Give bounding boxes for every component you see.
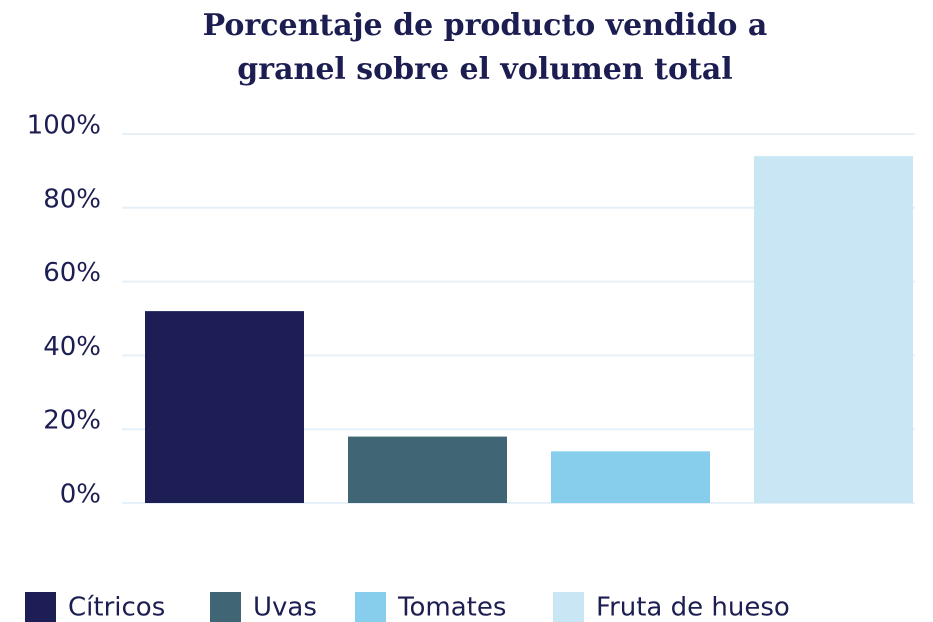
bar (754, 156, 913, 503)
bar (551, 451, 710, 503)
legend-swatch (210, 592, 241, 622)
chart-title: Porcentaje de producto vendido a granel … (202, 8, 768, 87)
y-tick-label: 20% (43, 406, 101, 436)
bar (348, 436, 507, 503)
legend-swatch (25, 592, 56, 622)
legend-label: Tomates (397, 593, 506, 622)
legend-label: Fruta de hueso (596, 593, 790, 622)
legend-swatch (553, 592, 584, 622)
legend-label: Cítricos (68, 593, 165, 622)
legend-swatch (355, 592, 386, 622)
legend-label: Uvas (253, 593, 317, 622)
y-tick-label: 0% (60, 480, 101, 510)
y-tick-label: 80% (43, 184, 101, 214)
y-tick-label: 100% (27, 111, 101, 141)
y-tick-label: 40% (43, 332, 101, 362)
y-tick-label: 60% (43, 258, 101, 288)
bar (145, 311, 304, 503)
